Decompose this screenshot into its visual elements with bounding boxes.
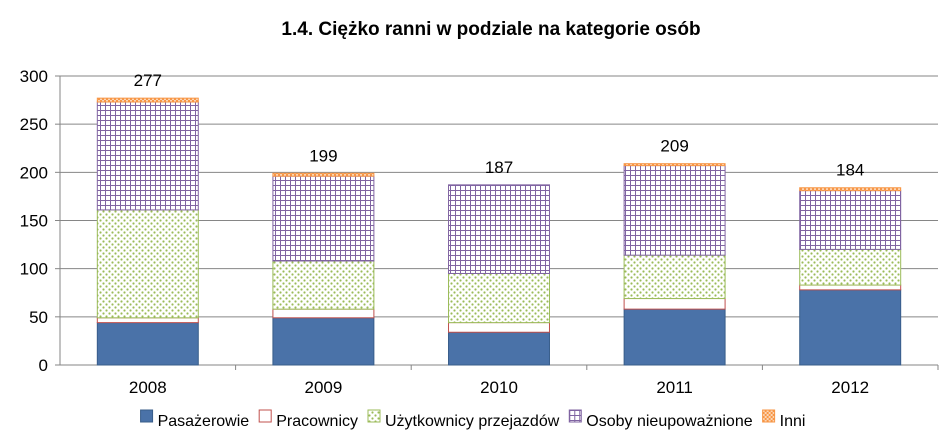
bar-segment-uzytkownicy-przejazdow	[623, 254, 726, 300]
legend-label: Pracownicy	[276, 413, 358, 430]
bar-segment-inni	[96, 97, 199, 103]
legend-swatch	[762, 409, 776, 423]
bar-segment-uzytkownicy-przejazdow	[272, 260, 375, 310]
x-tick-label: 2012	[831, 378, 869, 397]
bar-total-label: 199	[309, 146, 337, 165]
bar-segment-uzytkownicy-przejazdow	[96, 209, 199, 319]
x-tick-label: 2008	[129, 378, 167, 397]
x-tick-label: 2009	[304, 378, 342, 397]
legend-item-pracownicy: Pracownicy	[258, 409, 358, 430]
bar-segment-pasazerowie	[96, 322, 199, 366]
bar-segment-pracownicy	[448, 322, 550, 333]
bar-segment-uzytkownicy-przejazdow	[448, 272, 550, 324]
bar-segment-osoby-nieupowaznione	[272, 175, 375, 262]
legend-label: Osoby nieupoważnione	[586, 413, 752, 430]
bar-total-label: 209	[660, 137, 688, 156]
bar-segment-inni	[623, 163, 726, 167]
bar-segment-pasazerowie	[272, 317, 375, 366]
y-tick-label: 250	[20, 115, 48, 134]
y-tick-label: 200	[20, 163, 48, 182]
legend-swatch	[258, 409, 272, 423]
y-tick-label: 50	[29, 308, 48, 327]
y-tick-label: 0	[39, 356, 48, 375]
bar-segment-pasazerowie	[623, 308, 726, 366]
bar-segment-inni	[272, 172, 375, 177]
bar-total-label: 187	[485, 158, 513, 177]
bar-segment-pracownicy	[623, 298, 726, 310]
x-tick-label: 2011	[656, 378, 693, 397]
bar-segment-osoby-nieupowaznione	[799, 190, 902, 250]
bar-segment-pasazerowie	[799, 289, 902, 366]
bar-segment-pracownicy	[96, 317, 199, 324]
legend-swatch	[568, 409, 582, 423]
bar-segment-uzytkownicy-przejazdow	[799, 248, 902, 286]
y-tick-label: 150	[20, 212, 48, 231]
legend: Pasażerowie Pracownicy Użytkownicy przejaz…	[140, 409, 806, 430]
legend-swatch	[367, 409, 381, 423]
legend-swatch	[140, 409, 154, 423]
legend-label: Pasażerowie	[158, 413, 250, 430]
x-tick-label: 2010	[480, 378, 518, 397]
bar-segment-osoby-nieupowaznione	[448, 184, 550, 274]
legend-label: Inni	[780, 413, 806, 430]
y-tick-label: 300	[20, 67, 48, 86]
legend-label: Użytkownicy przejazdów	[385, 413, 560, 430]
legend-item-uzytkownicy-przejazdow: Użytkownicy przejazdów	[367, 409, 560, 430]
bar-segment-inni	[799, 187, 902, 192]
legend-item-pasazerowie: Pasażerowie	[140, 409, 250, 430]
bar-total-label: 277	[134, 71, 162, 90]
bars	[96, 97, 902, 366]
legend-item-osoby-nieupowaznione: Osoby nieupoważnione	[568, 409, 753, 430]
bar-segment-pracownicy	[799, 284, 902, 291]
legend-item-inni: Inni	[762, 409, 806, 430]
bar-segment-osoby-nieupowaznione	[623, 165, 726, 256]
chart-title: 1.4. Ciężko ranni w podziale na kategori…	[281, 19, 700, 40]
data-labels: 277 199 187 209 184	[134, 71, 865, 180]
y-tick-label: 100	[20, 260, 48, 279]
bar-total-label: 184	[836, 161, 864, 180]
bar-segment-osoby-nieupowaznione	[96, 101, 199, 211]
bar-segment-pracownicy	[272, 308, 375, 319]
bar-segment-pasazerowie	[448, 331, 550, 366]
